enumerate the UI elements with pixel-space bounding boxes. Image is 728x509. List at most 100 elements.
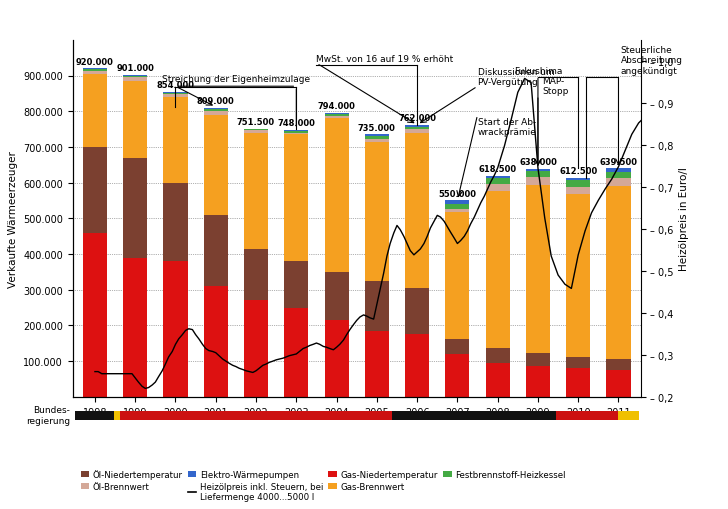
- Text: 638.000: 638.000: [519, 158, 557, 167]
- Text: 735.000: 735.000: [358, 123, 396, 132]
- Bar: [244, 129, 268, 130]
- Bar: [284, 262, 309, 308]
- Bar: [526, 178, 550, 186]
- Text: Start der Ab-
wrackprämie: Start der Ab- wrackprämie: [478, 117, 537, 137]
- Text: 550.000: 550.000: [438, 189, 476, 198]
- Bar: [204, 116, 228, 215]
- Bar: [606, 179, 630, 187]
- Bar: [284, 133, 309, 135]
- Bar: [405, 126, 430, 127]
- Bar: [405, 130, 430, 133]
- Bar: [486, 191, 510, 348]
- Bar: [83, 74, 107, 148]
- Bar: [526, 186, 550, 353]
- Bar: [405, 288, 430, 335]
- Bar: [83, 69, 107, 70]
- Bar: [526, 353, 550, 366]
- Bar: [120, 411, 392, 420]
- Y-axis label: Verkaufte Wärmeerzeuger: Verkaufte Wärmeerzeuger: [8, 151, 17, 287]
- Bar: [606, 370, 630, 397]
- Bar: [365, 331, 389, 397]
- Text: Bundes-
regierung: Bundes- regierung: [26, 406, 70, 425]
- Bar: [284, 308, 309, 397]
- Bar: [365, 135, 389, 137]
- Bar: [204, 109, 228, 110]
- Bar: [566, 369, 590, 397]
- Bar: [526, 169, 550, 172]
- Bar: [486, 179, 510, 185]
- Text: 809.000: 809.000: [197, 97, 234, 106]
- Bar: [606, 359, 630, 370]
- Bar: [486, 348, 510, 363]
- Bar: [123, 77, 147, 78]
- Bar: [83, 70, 107, 71]
- Bar: [446, 201, 470, 205]
- Bar: [244, 130, 268, 131]
- Text: 618.500: 618.500: [478, 165, 517, 174]
- Text: 612.500: 612.500: [559, 167, 598, 176]
- Text: 751.500: 751.500: [237, 118, 275, 126]
- Legend: Öl-Niedertemperatur, Öl-Brennwert, Elektro-Wärmepumpen, Heizölpreis inkl. Steuer: Öl-Niedertemperatur, Öl-Brennwert, Elekt…: [77, 466, 569, 505]
- Bar: [123, 158, 147, 258]
- Text: MwSt. von 16 auf 19 % erhöht: MwSt. von 16 auf 19 % erhöht: [317, 55, 454, 64]
- Text: 920.000: 920.000: [76, 58, 114, 66]
- Bar: [325, 114, 349, 115]
- Bar: [486, 177, 510, 179]
- Bar: [204, 110, 228, 112]
- Bar: [284, 135, 309, 262]
- Bar: [325, 115, 349, 117]
- Bar: [526, 172, 550, 178]
- Bar: [486, 363, 510, 397]
- Bar: [566, 195, 590, 357]
- Bar: [446, 205, 470, 209]
- Text: 748.000: 748.000: [277, 119, 315, 128]
- Bar: [566, 357, 590, 369]
- Bar: [405, 133, 430, 288]
- Bar: [325, 272, 349, 321]
- Bar: [606, 172, 630, 179]
- Bar: [123, 76, 147, 77]
- Text: Streichung der Eigenheimzulage: Streichung der Eigenheimzulage: [162, 74, 310, 83]
- Bar: [606, 169, 630, 172]
- Y-axis label: Heizölpreis in Euro/l: Heizölpreis in Euro/l: [679, 167, 689, 271]
- Bar: [365, 137, 389, 139]
- Bar: [204, 287, 228, 397]
- Bar: [566, 188, 590, 195]
- Text: 854.000: 854.000: [157, 81, 194, 90]
- Bar: [83, 148, 107, 233]
- Bar: [163, 93, 188, 94]
- Bar: [163, 183, 188, 262]
- Bar: [365, 142, 389, 281]
- Bar: [163, 95, 188, 98]
- Text: 762.000: 762.000: [398, 114, 436, 123]
- Bar: [204, 112, 228, 116]
- Bar: [392, 411, 556, 420]
- Bar: [163, 98, 188, 183]
- Bar: [486, 185, 510, 191]
- Bar: [556, 411, 619, 420]
- Bar: [114, 411, 120, 420]
- Bar: [204, 215, 228, 287]
- Bar: [405, 335, 430, 397]
- Bar: [75, 411, 114, 420]
- Bar: [244, 249, 268, 301]
- Bar: [163, 94, 188, 95]
- Bar: [446, 340, 470, 354]
- Bar: [325, 119, 349, 272]
- Bar: [123, 81, 147, 158]
- Bar: [526, 366, 550, 397]
- Bar: [566, 179, 590, 181]
- Bar: [123, 258, 147, 397]
- Bar: [566, 181, 590, 188]
- Bar: [325, 117, 349, 119]
- Text: Steuerliche
Abschreibung
angekündigt: Steuerliche Abschreibung angekündigt: [620, 46, 683, 76]
- Text: 639.500: 639.500: [599, 157, 638, 166]
- Bar: [365, 281, 389, 331]
- Bar: [325, 321, 349, 397]
- Bar: [83, 71, 107, 74]
- Bar: [163, 262, 188, 397]
- Bar: [446, 354, 470, 397]
- Text: Fukushima: Fukushima: [514, 67, 562, 76]
- Bar: [619, 411, 638, 420]
- Bar: [365, 139, 389, 142]
